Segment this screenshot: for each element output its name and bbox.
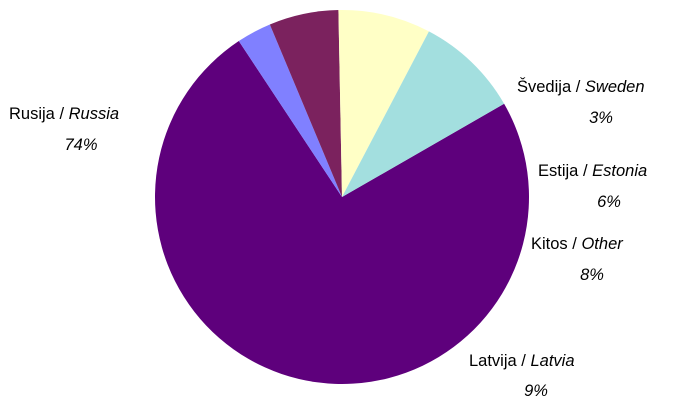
- pie-slice-russia: [155, 41, 530, 384]
- pct-other: 8%: [580, 266, 604, 284]
- label-russia: Rusija / Russia: [9, 105, 119, 123]
- pct-estonia: 6%: [597, 193, 621, 211]
- pie-slice-sweden: [238, 24, 342, 197]
- pie-slice-estonia: [269, 10, 342, 198]
- pie-slice-other: [338, 9, 429, 198]
- label-estonia: Estija / Estonia: [538, 162, 647, 180]
- pct-latvia: 9%: [524, 382, 548, 399]
- pct-russia: 74%: [64, 136, 97, 154]
- pie-slices: [155, 9, 530, 384]
- label-other: Kitos / Other: [531, 235, 624, 253]
- label-sweden: Švedija / Sweden: [517, 77, 645, 96]
- label-latvia: Latvija / Latvia: [469, 352, 575, 370]
- pct-sweden: 3%: [589, 109, 613, 127]
- pie-slice-latvia: [342, 31, 505, 198]
